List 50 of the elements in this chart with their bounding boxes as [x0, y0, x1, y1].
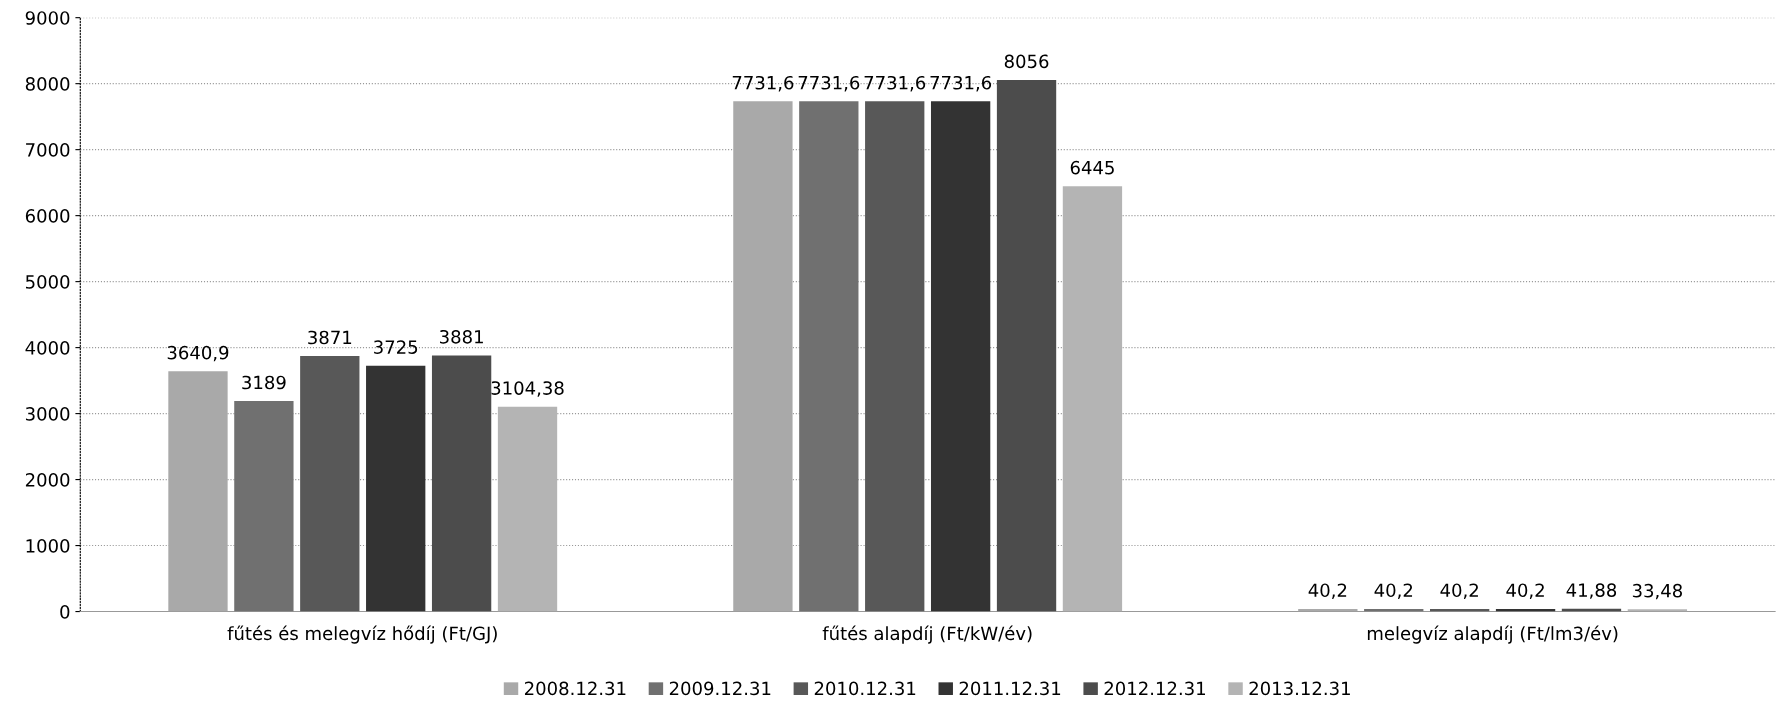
data-label: 40,2 [1308, 583, 1347, 599]
bar [366, 365, 426, 612]
legend-label: 2010.12.31 [814, 681, 916, 696]
y-tick-label: 4000 [25, 341, 70, 355]
data-label: 3640,9 [167, 345, 229, 362]
data-label: 7731,6 [798, 75, 860, 92]
x-tick-label: fűtés alapdíj (Ft/kW/év) [822, 625, 1032, 644]
bar [996, 79, 1057, 612]
y-tick-label: 2000 [25, 473, 70, 487]
data-label: 40,2 [1440, 583, 1478, 599]
bar [930, 101, 991, 612]
y-tick-label: 6000 [25, 209, 70, 223]
data-label: 8056 [1004, 54, 1049, 69]
x-tick-label: melegvíz alapdíj (Ft/lm3/év) [1367, 625, 1618, 644]
legend-label: 2013.12.31 [1249, 681, 1350, 696]
data-label: 33,48 [1632, 583, 1682, 600]
y-tick-label: 8000 [25, 77, 70, 91]
y-tick-label: 5000 [26, 275, 70, 289]
y-tick-label: 3000 [25, 407, 70, 421]
data-label: 7731,6 [864, 75, 926, 92]
bar [799, 101, 859, 612]
data-label: 7731,6 [930, 75, 992, 92]
bar [1062, 186, 1123, 612]
bar [168, 371, 228, 612]
y-tick-label: 9000 [25, 11, 70, 25]
legend-label: 2011.12.31 [959, 681, 1061, 696]
bar [733, 101, 793, 612]
data-label: 3881 [440, 329, 483, 344]
legend-label: 2009.12.31 [669, 681, 771, 696]
bar [865, 101, 925, 612]
data-label: 3725 [374, 340, 418, 354]
data-label: 3189 [242, 375, 286, 390]
data-label: 3871 [308, 330, 352, 345]
bar [1627, 609, 1688, 612]
data-label: 40,2 [1506, 583, 1544, 599]
x-tick-label: fűtés és melegvíz hődíj (Ft/GJ) [227, 625, 497, 644]
legend-label: 2012.12.31 [1104, 681, 1205, 696]
bar [497, 406, 558, 612]
bar [300, 356, 360, 612]
bar [431, 355, 492, 612]
legend-label: 2008.12.31 [524, 681, 626, 696]
data-label: 41,88 [1566, 583, 1617, 599]
y-tick-label: 1000 [26, 539, 70, 553]
data-label: 3104,38 [491, 381, 564, 397]
data-label: 40,2 [1374, 583, 1413, 599]
y-tick-label: 0 [60, 605, 70, 619]
bar [234, 401, 294, 612]
data-label: 6445 [1070, 160, 1114, 175]
data-label: 7731,6 [732, 75, 794, 92]
y-tick-label: 7000 [26, 143, 70, 157]
